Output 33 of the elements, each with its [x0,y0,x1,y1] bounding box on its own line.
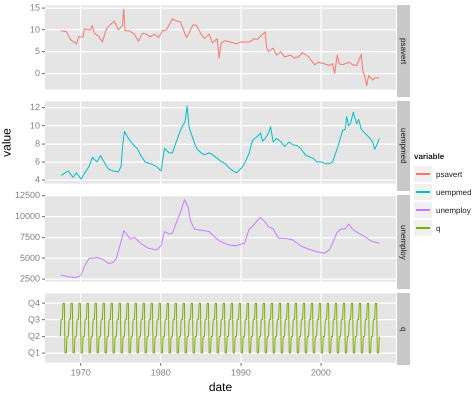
legend-title: variable [414,152,446,161]
y-tick-label: 4 [34,174,40,184]
y-tick-label: 0 [34,68,40,78]
x-tick-label: 2000 [310,368,331,378]
y-tick-label: 5 [34,46,40,56]
y-axis-title: value [0,128,14,157]
y-tick-label: 12500 [14,190,40,200]
y-tick-label: 7500 [20,232,40,242]
y-tick-label: 5000 [20,252,40,263]
legend-label: q [436,224,440,232]
y-tick-label: 6 [34,156,40,166]
x-tick-label: 1970 [70,368,91,378]
legend-label: psavert [436,170,462,178]
legend-label: unemploy [436,206,471,214]
text: q [399,326,408,332]
y-tick-label: 8 [34,138,40,148]
y-tick-label: 15 [30,2,40,12]
y-tick-label: 2500 [20,274,40,284]
text: Q1 [28,347,40,358]
y-tick-label: 10 [30,120,40,130]
text: uempmed [399,128,408,164]
y-tick-label: 10 [30,24,40,34]
x-tick-label: 1990 [230,368,251,378]
text: unemploy [399,224,408,260]
text: Q2 [28,330,40,341]
legend-label: uempmed [436,188,472,196]
text: Q4 [28,298,40,308]
x-tick-label: 1980 [150,368,171,378]
y-tick-label: 12 [30,102,40,112]
x-axis-title: date [208,380,232,394]
y-tick-label: 10000 [14,210,40,221]
text: psavert [399,38,408,64]
text: Q3 [28,314,40,324]
